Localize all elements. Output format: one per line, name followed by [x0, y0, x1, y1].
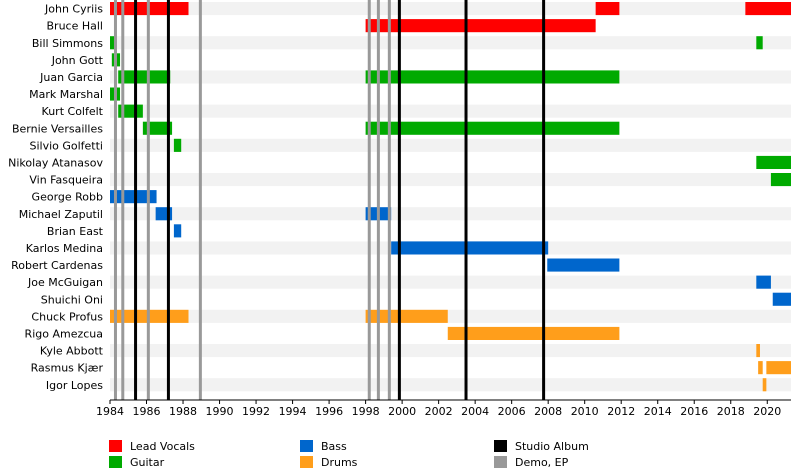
- bar-bernie-versailles-guitar: [142, 121, 173, 135]
- bar-joe-mcguigan-bass: [756, 275, 771, 289]
- legend-label-bass: Bass: [321, 440, 347, 453]
- member-label-silvio-golfetti: Silvio Golfetti: [29, 139, 103, 152]
- bar-john-cyriis-vocals: [595, 2, 620, 16]
- release-lines: [113, 0, 546, 400]
- bar-kyle-abbott-drums: [756, 344, 760, 358]
- row-stripe: [110, 378, 791, 392]
- bar-rasmus-kj-r-drums: [766, 361, 791, 375]
- x-tick-label: 2002: [425, 405, 453, 418]
- bar-nikolay-atanasov-guitar: [756, 155, 791, 169]
- bar-rigo-amezcua-drums: [447, 326, 620, 340]
- member-label-karlos-medina: Karlos Medina: [26, 242, 103, 255]
- bar-rasmus-kj-r-drums: [758, 361, 763, 375]
- member-label-rigo-amezcua: Rigo Amezcua: [25, 327, 103, 340]
- row-stripe: [110, 2, 791, 16]
- x-tick-label: 1984: [96, 405, 124, 418]
- x-tick-label: 1998: [352, 405, 380, 418]
- row-stripe: [110, 309, 791, 323]
- member-label-vin-fasqueira: Vin Fasqueira: [29, 174, 103, 187]
- bar-brian-east-bass: [173, 224, 182, 238]
- x-tick-label: 2020: [753, 405, 781, 418]
- row-stripes: [110, 2, 791, 392]
- member-label-kyle-abbott: Kyle Abbott: [40, 345, 104, 358]
- bar-silvio-golfetti-guitar: [173, 138, 182, 152]
- legend-label-studio-album: Studio Album: [515, 440, 589, 453]
- legend-swatch-bass: [300, 440, 313, 452]
- member-label-juan-garcia: Juan Garcia: [39, 71, 103, 84]
- member-label-bernie-versailles: Bernie Versailles: [12, 122, 103, 135]
- x-tick-label: 1986: [133, 405, 161, 418]
- member-label-bruce-hall: Bruce Hall: [47, 20, 103, 33]
- bar-juan-garcia-guitar: [365, 70, 620, 84]
- x-axis: 1984 1986 1988 1990 1992 1994 1996 1998 2000 2002…: [96, 399, 791, 418]
- bar-chuck-profus-drums: [365, 309, 448, 323]
- member-label-shuichi-oni: Shuichi Oni: [41, 293, 103, 306]
- member-label-bill-simmons: Bill Simmons: [32, 37, 103, 50]
- member-label-robert-cardenas: Robert Cardenas: [11, 259, 103, 272]
- x-tick-label: 2012: [607, 405, 635, 418]
- bar-bernie-versailles-guitar: [365, 121, 620, 135]
- x-tick-label: 2010: [571, 405, 599, 418]
- bar-bruce-hall-vocals: [365, 19, 596, 33]
- member-label-nikolay-atanasov: Nikolay Atanasov: [8, 156, 103, 169]
- member-label-brian-east: Brian East: [47, 225, 104, 238]
- x-tick-label: 2016: [680, 405, 708, 418]
- x-tick-label: 2000: [388, 405, 416, 418]
- row-stripe: [110, 173, 791, 187]
- legend-label-demo-ep: Demo, EP: [515, 456, 569, 469]
- member-bars: [110, 2, 791, 392]
- bar-vin-fasqueira-guitar: [770, 173, 791, 187]
- member-label-chuck-profus: Chuck Profus: [31, 310, 103, 323]
- legend-label-drums: Drums: [321, 456, 358, 469]
- legend-swatch-lead-vocals: [109, 440, 122, 452]
- bar-igor-lopes-drums: [762, 378, 767, 392]
- x-tick-label: 1990: [206, 405, 234, 418]
- x-tick-label: 2006: [498, 405, 526, 418]
- legend-swatch-drums: [300, 456, 313, 468]
- legend-label-lead-vocals: Lead Vocals: [130, 440, 195, 453]
- member-label-john-cyriis: John Cyriis: [44, 3, 103, 16]
- legend: Lead Vocals Guitar Bass Drums Studio Album De…: [109, 440, 589, 469]
- member-label-mark-marshal: Mark Marshal: [29, 88, 103, 101]
- member-label-michael-zaputil: Michael Zaputil: [19, 208, 103, 221]
- member-label-kurt-colfelt: Kurt Colfelt: [42, 105, 104, 118]
- x-tick-label: 2018: [717, 405, 745, 418]
- member-label-george-robb: George Robb: [32, 191, 103, 204]
- member-labels: John Cyriis Bruce Hall Bill Simmons John Go…: [8, 3, 104, 392]
- legend-swatch-studio-album: [494, 440, 507, 452]
- bar-bill-simmons-guitar: [756, 36, 763, 50]
- legend-label-guitar: Guitar: [130, 456, 165, 469]
- member-label-john-gott: John Gott: [51, 54, 104, 67]
- row-stripe: [110, 138, 791, 152]
- member-label-joe-mcguigan: Joe McGuigan: [27, 276, 103, 289]
- bar-robert-cardenas-bass: [547, 258, 620, 272]
- row-stripe: [110, 207, 791, 221]
- x-tick-label: 2008: [534, 405, 562, 418]
- row-stripe: [110, 104, 791, 118]
- row-stripe: [110, 36, 791, 50]
- legend-swatch-demo-ep: [494, 456, 507, 468]
- legend-swatch-guitar: [109, 456, 122, 468]
- bar-john-cyriis-vocals: [745, 2, 791, 16]
- x-tick-label: 2014: [644, 405, 672, 418]
- member-label-rasmus-kj-r: Rasmus Kjær: [31, 362, 104, 375]
- bar-juan-garcia-guitar: [118, 70, 171, 84]
- x-tick-label: 1996: [315, 405, 343, 418]
- bar-shuichi-oni-bass: [772, 292, 791, 306]
- x-tick-label: 1992: [242, 405, 270, 418]
- bar-karlos-medina-bass: [391, 241, 549, 255]
- bar-bill-simmons-guitar: [110, 36, 115, 50]
- x-tick-label: 1994: [279, 405, 307, 418]
- member-label-igor-lopes: Igor Lopes: [46, 379, 103, 392]
- row-stripe: [110, 344, 791, 358]
- x-tick-label: 1988: [169, 405, 197, 418]
- x-tick-label: 2004: [461, 405, 489, 418]
- row-stripe: [110, 275, 791, 289]
